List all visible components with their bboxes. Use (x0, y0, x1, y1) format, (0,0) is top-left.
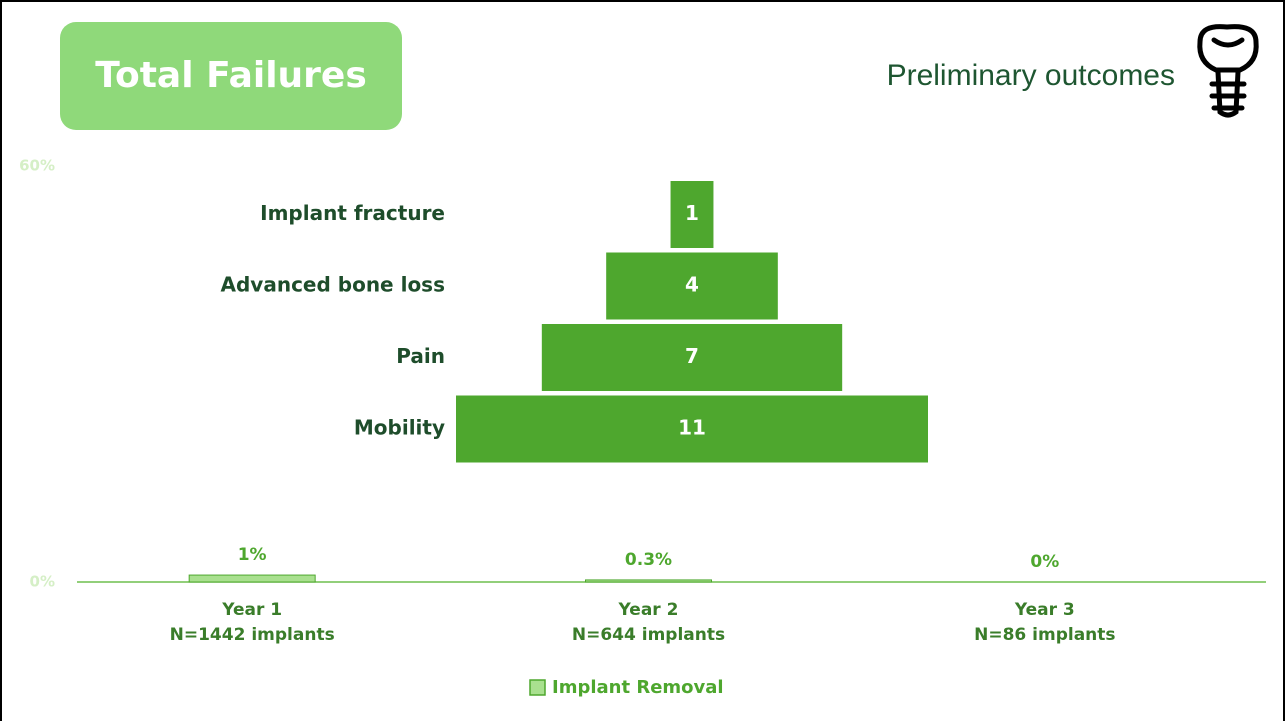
x-tick-label: Year 1 (221, 600, 282, 620)
funnel-label: Implant fracture (260, 201, 445, 225)
funnel-label: Advanced bone loss (221, 273, 446, 297)
x-tick-label: N=86 implants (974, 625, 1115, 645)
legend-label: Implant Removal (552, 677, 724, 698)
legend-swatch (529, 679, 546, 696)
x-tick-label: Year 3 (1014, 600, 1075, 620)
y-tick-label: 0% (30, 573, 55, 591)
title: Total Failures (95, 55, 367, 96)
funnel-label: Mobility (354, 416, 445, 440)
funnel-bar (670, 181, 714, 248)
value-label: 0% (1030, 552, 1059, 572)
funnel-bar (606, 252, 778, 320)
subtitle: Preliminary outcomes (887, 59, 1175, 92)
funnel-value: 1 (685, 201, 699, 225)
x-tick-label: Year 2 (618, 600, 679, 620)
funnel-value: 7 (685, 344, 699, 368)
bar (188, 574, 316, 583)
funnel-label: Pain (396, 344, 445, 368)
funnel-bar (541, 324, 843, 391)
value-label: 1% (238, 545, 267, 565)
title-box (60, 22, 402, 130)
x-tick-label: N=644 implants (572, 625, 725, 645)
funnel-value: 11 (678, 416, 706, 440)
x-tick-label: N=1442 implants (170, 625, 335, 645)
tooth-icon (1197, 24, 1259, 118)
funnel-bar (456, 395, 928, 463)
value-label: 0.3% (625, 550, 672, 570)
bar (585, 579, 712, 583)
funnel-value: 4 (685, 273, 699, 297)
y-tick-label: 60% (19, 157, 55, 175)
